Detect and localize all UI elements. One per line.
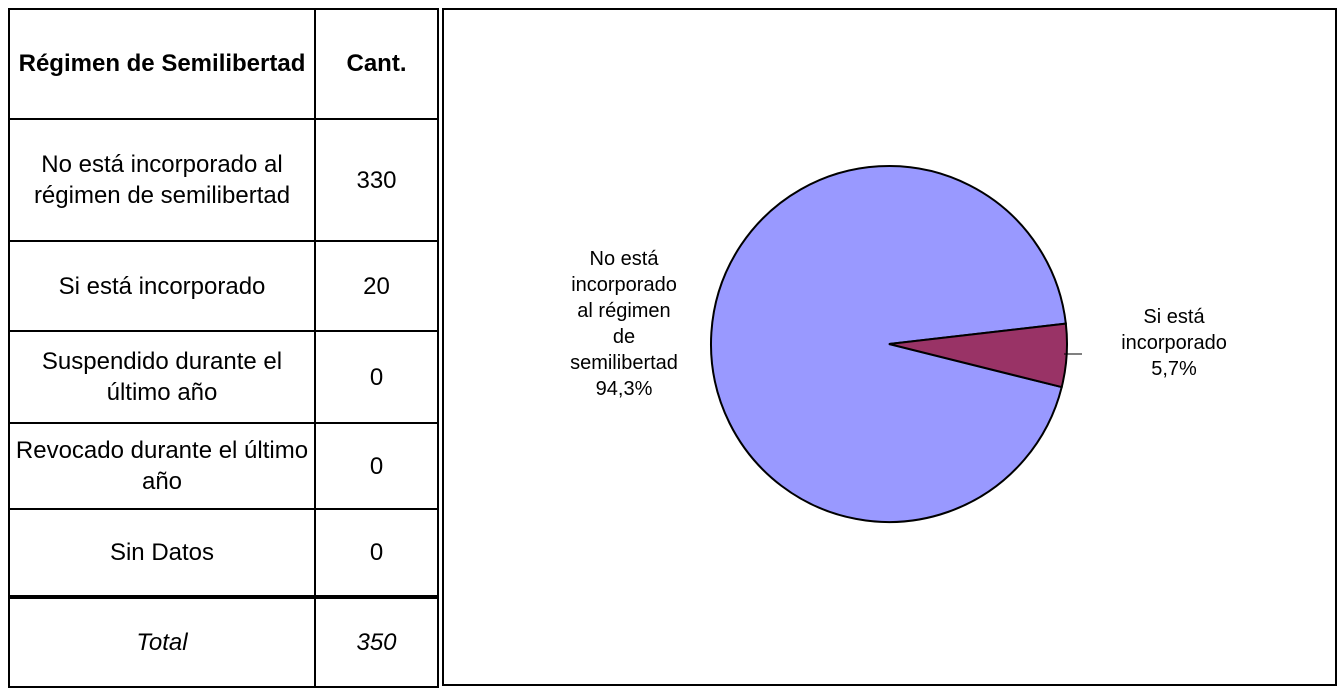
row-label: Si está incorporado [8,240,316,332]
pie-label-not-incorporated: No está incorporado al régimen de semilibert… [570,248,678,400]
row-value: 0 [314,422,439,510]
table-row: Sin Datos 0 [8,508,439,598]
table-row: Revocado durante el último año 0 [8,422,439,510]
semilibertad-table: Régimen de Semilibertad Cant. No está in… [8,8,439,688]
pie-chart: No está incorporado al régimen de semilibert… [570,165,1227,523]
pie-label-incorporated: Si está incorporado 5,7% [1121,306,1227,380]
pie-chart-frame: No está incorporado al régimen de semilibert… [442,8,1337,686]
row-value: 330 [314,118,439,242]
table-total-row: Total 350 [8,596,439,688]
total-label: Total [8,596,316,688]
header-count: Cant. [314,8,439,120]
total-value: 350 [314,596,439,688]
row-value: 20 [314,240,439,332]
row-label: Revocado durante el último año [8,422,316,510]
table-header-row: Régimen de Semilibertad Cant. [8,8,439,120]
row-label: No está incorporado al régimen de semili… [8,118,316,242]
row-label: Sin Datos [8,508,316,598]
header-category: Régimen de Semilibertad [8,8,316,120]
table-row: No está incorporado al régimen de semili… [8,118,439,242]
table-row: Suspendido durante el último año 0 [8,330,439,424]
row-label: Suspendido durante el último año [8,330,316,424]
data-table-container: Régimen de Semilibertad Cant. No está in… [8,8,439,688]
table-row: Si está incorporado 20 [8,240,439,332]
row-value: 0 [314,508,439,598]
pie-slice-incorporated [888,322,1068,389]
row-value: 0 [314,330,439,424]
pie-slice-not-incorporated [710,165,1067,523]
